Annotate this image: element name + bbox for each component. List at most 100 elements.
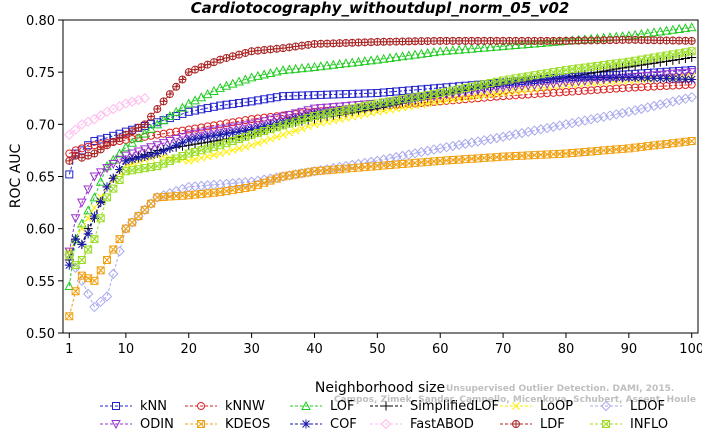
data-point [89,211,99,221]
data-point [64,247,75,257]
legend-label: INFLO [630,417,668,432]
legend-label: kNN [140,399,167,414]
data-point [466,137,477,148]
legend-item: KDEOS [185,417,270,432]
data-point [530,75,540,85]
data-point [485,133,496,145]
data-point [71,234,81,244]
data-point [133,153,143,163]
data-point [247,97,256,106]
data-point [360,110,369,119]
data-point [77,255,86,264]
data-point [227,78,238,88]
data-point [410,49,420,59]
data-point [605,85,614,94]
data-point [673,94,685,106]
data-point [215,82,226,92]
data-point [624,72,634,82]
data-point [461,36,470,45]
data-point [121,142,131,152]
data-point [96,197,106,207]
data-point [246,120,257,130]
chart-title: Cardiotocography_withoutdupl_norm_05_v02 [191,0,570,17]
data-point [386,105,394,114]
data-point [686,91,697,103]
data-point [202,89,213,99]
data-point [260,137,269,145]
data-point [272,132,281,141]
data-point [448,95,457,104]
y-tick-label: 0.50 [26,327,55,342]
data-point [354,111,363,120]
data-point [82,116,94,127]
data-point [668,24,678,34]
data-point [391,52,402,62]
data-point [279,44,288,53]
x-tick-label: 90 [621,342,638,357]
data-point [636,103,647,115]
data-point [183,98,194,108]
data-point [147,112,156,121]
data-point [108,173,118,183]
data-point [605,72,615,82]
data-point [172,111,181,120]
data-point [466,43,477,53]
data-point [548,36,559,46]
data-point [83,185,93,195]
data-point [548,121,559,133]
y-tick-label: 0.75 [26,66,55,81]
data-point [265,67,276,78]
data-point [139,128,150,138]
data-point [523,76,533,86]
data-point [555,73,565,83]
data-point [385,98,395,108]
data-point [342,114,350,122]
data-point [196,133,206,143]
series-line [68,97,145,136]
data-point [687,36,696,45]
data-point [555,88,564,97]
data-point [65,156,74,165]
data-point [655,26,666,36]
legend-marker [197,420,205,428]
legend-item: LDOF [590,399,665,414]
data-point [467,83,477,93]
data-point [115,235,124,244]
data-point [630,73,640,83]
data-point [479,135,490,146]
data-point [203,122,212,131]
data-point [285,128,294,137]
watermark-line-1: Unsupervised Outlier Detection. DAMI, 20… [446,384,674,394]
data-point [611,64,621,74]
x-tick-label: 50 [369,342,386,357]
data-point [222,148,231,156]
legend-marker [301,419,311,429]
data-point [474,92,482,101]
legend-item: kNN [100,399,167,414]
legend-label: LDF [540,417,565,432]
data-point [378,154,389,165]
legend-marker [600,400,612,412]
data-point [630,61,640,71]
data-point [83,205,93,215]
data-point [504,77,514,87]
data-point [479,81,489,91]
data-point [90,149,99,158]
data-point [655,70,666,80]
data-point [662,56,672,66]
data-point [159,146,169,156]
data-point [624,62,634,72]
data-point [316,90,325,99]
data-point [221,80,232,90]
data-point [165,137,175,147]
data-point [303,62,314,72]
data-point [96,266,105,275]
data-point [120,98,132,109]
data-point [316,119,325,127]
data-point [580,86,589,95]
data-point [453,139,465,151]
data-point [510,39,521,50]
data-point [191,106,200,115]
data-point [631,83,640,92]
data-point [655,99,666,110]
